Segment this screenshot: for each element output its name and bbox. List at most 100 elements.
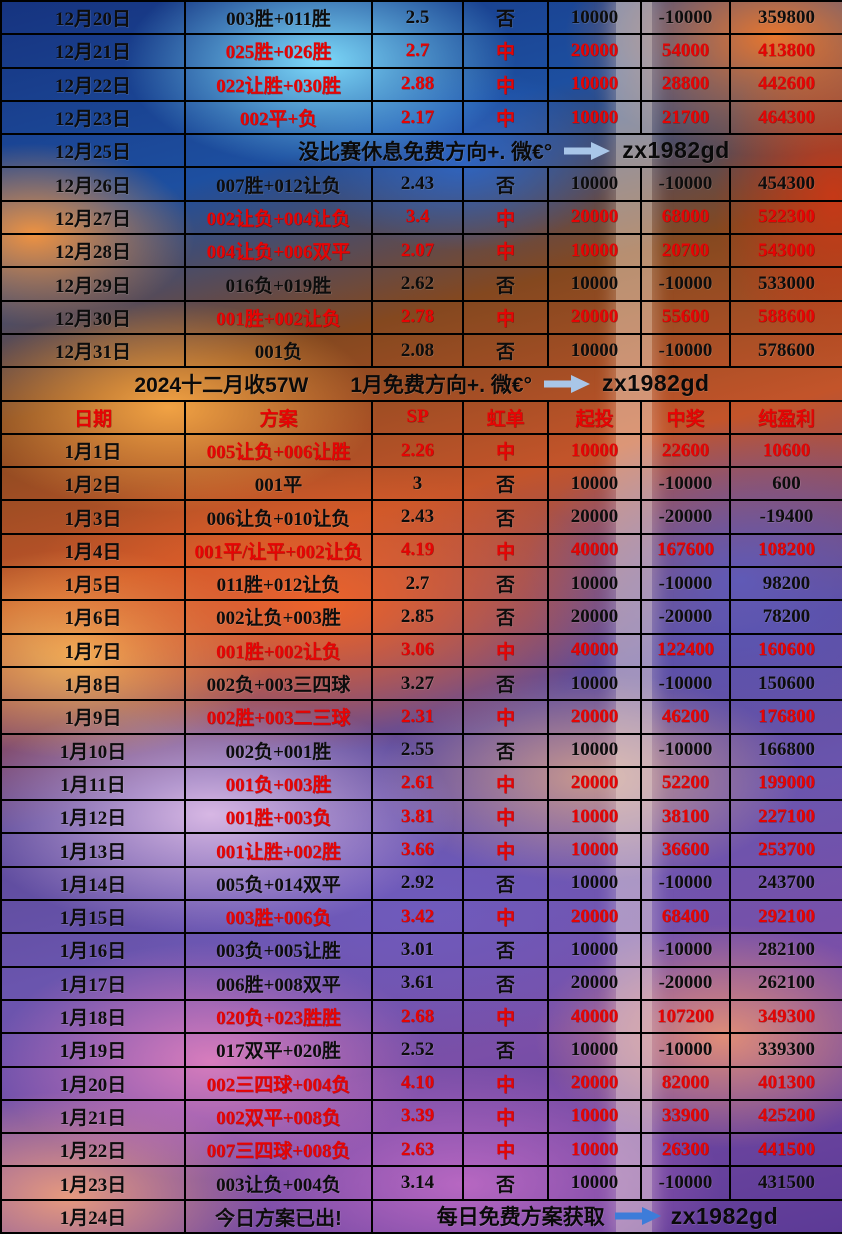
win-cell: 46200 bbox=[642, 701, 731, 733]
plan-cell: 004让负+006双平 bbox=[186, 235, 373, 267]
date-cell: 1月14日 bbox=[2, 867, 186, 900]
plan-cell: 001胜+002让负 bbox=[186, 634, 373, 666]
sp-cell: 2.43 bbox=[373, 501, 464, 533]
stake-cell: 10000 bbox=[549, 334, 642, 367]
date-cell: 1月15日 bbox=[2, 901, 186, 933]
profit-cell: 441500 bbox=[758, 1138, 815, 1160]
win-cell: -10000 bbox=[642, 667, 731, 700]
stake-cell: 10000 bbox=[549, 1167, 642, 1199]
win-cell: 68400 bbox=[642, 901, 731, 933]
plan-cell: 022让胜+030胜 bbox=[186, 68, 373, 100]
sp-cell: 2.31 bbox=[373, 701, 464, 733]
sp-cell: 2.62 bbox=[373, 268, 464, 300]
table-row: 1月7日 001胜+002让负 3.06 中 40000 122400 1606… bbox=[2, 634, 842, 668]
stake-cell: 10000 bbox=[549, 2, 642, 34]
table-row: 1月15日 003胜+006负 3.42 中 20000 68400 29210… bbox=[2, 901, 842, 935]
plan-cell: 007三四球+008负 bbox=[186, 1134, 373, 1166]
plan-cell: 006让负+010让负 bbox=[186, 501, 373, 533]
win-cell: 82000 bbox=[642, 1067, 731, 1099]
plan-cell: 001平/让平+002让负 bbox=[186, 534, 373, 567]
win-cell: 26300 bbox=[642, 1134, 731, 1166]
header-hit: 虹单 bbox=[464, 401, 549, 433]
date-cell: 1月5日 bbox=[2, 568, 186, 600]
stake-cell: 40000 bbox=[549, 1000, 642, 1033]
date-cell: 12月28日 bbox=[2, 235, 186, 267]
banner-text: 2024十二月收57W 1月免费方向+. 微€° bbox=[134, 373, 533, 397]
table-row: 12月30日 001胜+002让负 2.78 中 20000 55600 588… bbox=[2, 301, 842, 335]
plan-cell: 002让负+004让负 bbox=[186, 201, 373, 234]
hit-cell: 中 bbox=[464, 235, 549, 267]
hit-cell: 否 bbox=[464, 1034, 549, 1066]
win-cell: -10000 bbox=[642, 1167, 731, 1199]
stake-cell: 40000 bbox=[549, 534, 642, 567]
hit-cell: 中 bbox=[464, 767, 549, 800]
table-row: 12月23日 002平+负 2.17 中 10000 21700 464300 bbox=[2, 101, 842, 136]
profit-cell: 454300 bbox=[758, 173, 815, 195]
vertical-light-band bbox=[616, 0, 652, 1234]
stake-cell: 10000 bbox=[549, 1134, 642, 1166]
plan-cell: 003负+005让胜 bbox=[186, 934, 373, 966]
sp-cell: 2.63 bbox=[373, 1134, 464, 1166]
profit-cell: 425200 bbox=[758, 1105, 815, 1127]
profit-cell: 578600 bbox=[758, 339, 815, 361]
win-cell: -10000 bbox=[642, 468, 731, 500]
table-row: 1月22日 007三四球+008负 2.63 中 10000 26300 441… bbox=[2, 1134, 842, 1168]
profit-cell: 227100 bbox=[758, 805, 815, 827]
date-cell: 1月22日 bbox=[2, 1134, 186, 1166]
arrow-right-icon bbox=[544, 374, 591, 393]
profit-cell: 339300 bbox=[758, 1038, 815, 1060]
stake-cell: 10000 bbox=[549, 68, 642, 100]
date-cell: 1月6日 bbox=[2, 601, 186, 633]
contact-code: zx1982gd bbox=[622, 137, 730, 164]
table-row: 1月13日 001让胜+002胜 3.66 中 10000 36600 2537… bbox=[2, 834, 842, 868]
sp-cell: 4.19 bbox=[373, 534, 464, 567]
date-cell: 12月23日 bbox=[2, 101, 186, 134]
date-cell: 12月22日 bbox=[2, 68, 186, 100]
stake-cell: 10000 bbox=[549, 834, 642, 866]
profit-cell: 262100 bbox=[758, 972, 815, 994]
sp-cell: 3.66 bbox=[373, 834, 464, 866]
profit-cell: 359800 bbox=[758, 6, 815, 28]
table-header-row: 日期 方案 SP 虹单 起投 中奖 纯盈利 bbox=[2, 401, 842, 435]
sp-cell: 4.10 bbox=[373, 1067, 464, 1099]
win-cell: 122400 bbox=[642, 634, 731, 666]
sp-cell: 2.5 bbox=[373, 2, 464, 34]
month-summary-banner-row: 2024十二月收57W 1月免费方向+. 微€° zx1982gd bbox=[2, 368, 842, 402]
hit-cell: 中 bbox=[464, 1134, 549, 1166]
date-cell: 12月27日 bbox=[2, 201, 186, 234]
banner-text: 每日免费方案获取 bbox=[436, 1206, 605, 1230]
table-row: 12月31日 001负 2.08 否 10000 -10000 578600 bbox=[2, 334, 842, 369]
date-cell: 12月31日 bbox=[2, 334, 186, 367]
today-plan-footer-row: 1月24日 今日方案已出! 每日免费方案获取 zx1982gd bbox=[2, 1200, 842, 1234]
profit-cell: 533000 bbox=[758, 273, 815, 295]
table-row: 12月28日 004让负+006双平 2.07 中 10000 20700 54… bbox=[2, 235, 842, 269]
hit-cell: 中 bbox=[464, 701, 549, 733]
win-cell: 38100 bbox=[642, 801, 731, 833]
hit-cell: 否 bbox=[464, 667, 549, 700]
sp-cell: 3.06 bbox=[373, 634, 464, 666]
stake-cell: 10000 bbox=[549, 867, 642, 900]
stake-cell: 10000 bbox=[549, 434, 642, 467]
sp-cell: 2.43 bbox=[373, 168, 464, 200]
profit-cell: 442600 bbox=[758, 73, 815, 95]
sp-cell: 3.39 bbox=[373, 1100, 464, 1133]
table-row: 1月12日 001胜+003负 3.81 中 10000 38100 22710… bbox=[2, 801, 842, 835]
win-cell: 20700 bbox=[642, 235, 731, 267]
rest-day-banner-row: 12月25日 没比赛休息免费方向+. 微€° zx1982gd bbox=[2, 135, 842, 169]
hit-cell: 否 bbox=[464, 334, 549, 367]
plan-cell: 003胜+006负 bbox=[186, 901, 373, 933]
profit-cell: 431500 bbox=[758, 1172, 815, 1194]
hit-cell: 中 bbox=[464, 35, 549, 67]
plan-cell: 003让负+004负 bbox=[186, 1167, 373, 1199]
win-cell: -10000 bbox=[642, 934, 731, 966]
date-cell: 1月4日 bbox=[2, 534, 186, 567]
plan-cell: 025胜+026胜 bbox=[186, 35, 373, 67]
plan-cell: 001胜+003负 bbox=[186, 801, 373, 833]
sp-cell: 2.52 bbox=[373, 1034, 464, 1066]
month-banner-cell: 2024十二月收57W 1月免费方向+. 微€° zx1982gd bbox=[2, 368, 842, 399]
date-cell: 1月18日 bbox=[2, 1000, 186, 1033]
header-stake: 起投 bbox=[549, 401, 642, 433]
date-cell: 12月21日 bbox=[2, 35, 186, 67]
sp-cell: 2.78 bbox=[373, 301, 464, 333]
